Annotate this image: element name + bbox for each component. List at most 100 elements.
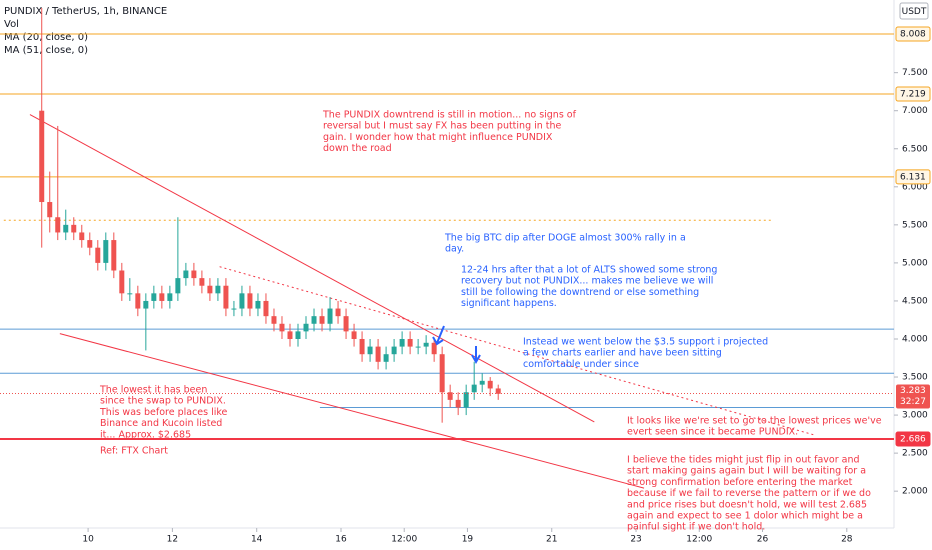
annotation: gain. I wonder how that might influence … [323,132,553,143]
annotation: It looks like we're set to go to the low… [627,416,882,427]
y-tick-label: 5.500 [902,220,928,230]
candle-body [199,278,205,286]
trend-line [29,114,595,423]
x-tick-label: 28 [841,535,853,545]
last-price-tag [896,384,930,409]
candle-body [247,293,253,309]
annotation: Ref: FTX Chart [100,446,168,457]
price-tag-label: 8.008 [900,30,926,40]
annotation: again and expect to see 1 dolor which mi… [627,511,863,522]
candle-body [327,308,333,324]
candle-body [71,224,77,233]
candle-body [63,224,69,233]
indicator-label: MA (51, close, 0) [4,45,88,56]
y-tick-label: 7.000 [902,106,928,116]
candle-body [367,346,373,355]
last-price-label: 3.283 [900,386,926,396]
annotation: recovery but not PUNDIX... makes me beli… [461,276,713,287]
candle-body [263,300,269,317]
annotation: because if we fail to reverse the patter… [627,488,871,499]
x-tick-label: 12 [167,535,178,545]
candle-body [47,202,53,218]
x-tick-label: 12:00 [686,535,712,545]
indicator-label: Vol [4,19,19,30]
annotation: and price rises but doesn't hold, we wil… [627,499,867,510]
currency-box[interactable] [899,2,929,20]
annotation: The PUNDIX downtrend is still in motion.… [322,110,577,121]
candle-body [223,285,229,309]
candle-body [319,316,325,324]
x-tick-label: 14 [251,535,263,545]
candle-body [271,316,277,324]
candle-body [303,323,309,332]
candle-body [287,331,293,339]
candle-body [431,342,437,355]
candle-body [311,316,317,324]
y-tick-label: 7.500 [902,68,928,78]
candle-body [383,354,389,362]
trend-line [59,333,645,489]
candle-body [255,300,261,309]
candle-body [399,338,405,347]
candle-body [183,270,189,279]
y-tick-label: 6.000 [902,182,928,192]
candle-body [239,293,245,309]
price-tag-label: 7.219 [900,90,926,100]
annotation: Instead we went below the $3.5 support i… [523,337,768,348]
candle-body [175,278,181,294]
currency[interactable]: USDT [902,7,927,17]
candle-body [423,342,429,347]
annotation: a few charts earlier and have been sitti… [523,348,722,359]
candle-body [207,285,213,294]
candle-body [95,247,101,263]
countdown: 32:27 [900,397,926,407]
annotation: comfortable under since [523,359,639,370]
indicator-label: MA (20, close, 0) [4,32,88,43]
candle-body [55,217,61,233]
candle-body [471,384,477,393]
y-tick-label: 6.500 [902,144,928,154]
candle-body [463,392,469,408]
annotation: Binance and Kucoin listed [100,418,222,429]
x-tick-label: 10 [82,535,94,545]
price-tag-label: 2.686 [900,434,926,444]
candle-body [159,293,165,301]
candle-body [87,240,93,248]
price-tag-label: 6.131 [900,172,926,182]
x-tick-label: 19 [462,535,474,545]
annotation: The lowest it has been [99,385,207,396]
candle-body [143,300,149,309]
candle-body [151,293,157,301]
annotation: still be following the downtrend or else… [461,287,699,298]
x-tick-label: 26 [757,535,769,545]
y-tick-label: 4.500 [902,296,928,306]
candle-body [127,293,133,295]
annotation: I believe the tides might just flip in o… [627,455,860,466]
arrow [471,346,481,365]
y-tick-label: 4.000 [902,334,928,344]
candle-body [359,338,365,355]
candle-body [295,331,301,339]
candle-body [39,110,45,203]
candle-body [215,285,221,294]
y-tick-label: 5.000 [902,258,928,268]
annotation: since the swap to PUNDIX. [100,396,226,407]
candle-body [103,240,109,263]
y-tick-label: 3.500 [902,373,928,383]
candle-body [335,308,341,317]
candle-body [375,346,381,362]
candle-body [111,240,117,271]
candle-body [79,232,85,241]
price-tag [895,86,931,102]
x-tick-label: 16 [335,535,347,545]
annotation: significant happens. [461,298,557,309]
annotation: 12-24 hrs after that a lot of ALTS showe… [461,265,717,276]
candle-body [343,316,349,332]
candle-body [407,338,413,347]
candle-body [415,346,421,348]
y-tick-label: 3.000 [902,411,928,421]
arrow [432,325,445,346]
candle-body [351,331,357,339]
